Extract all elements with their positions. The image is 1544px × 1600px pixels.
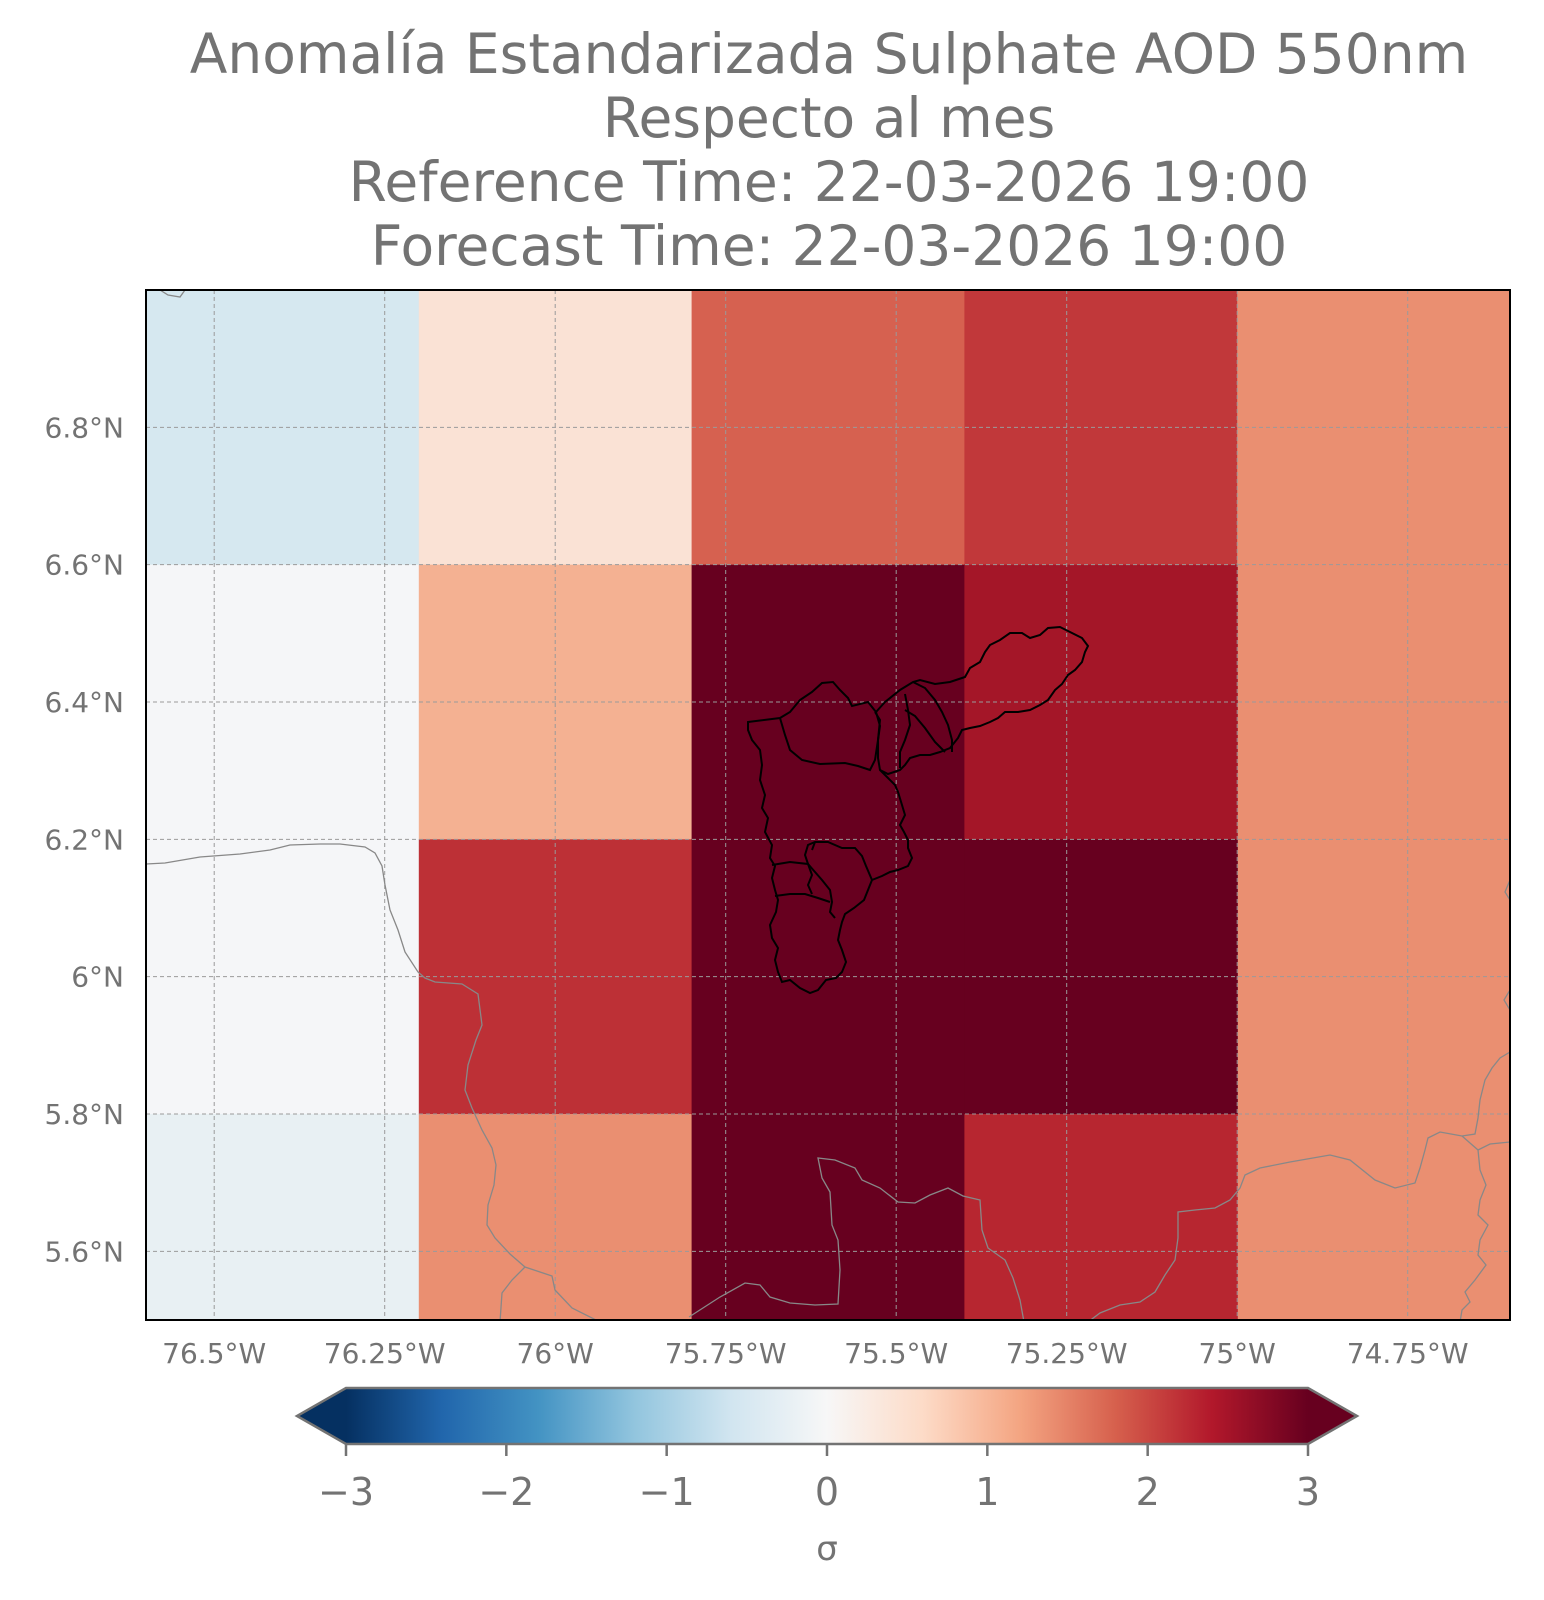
longitude-tick-labels: 76.5°W 76.25°W 76°W 75.75°W 75.5°W 75.25°W 75°…: [162, 1337, 1468, 1370]
lon-tick-label: 75°W: [1199, 1337, 1276, 1370]
coastline-borders: [146, 290, 1510, 1320]
colorbar-gradient: [346, 1388, 1308, 1444]
lon-tick-label: 75.5°W: [844, 1337, 948, 1370]
colorbar-ticks: −3 −2 −1 0 1 2 3: [318, 1444, 1320, 1514]
title-line-forecast-time: Forecast Time: 22-03-2026 19:00: [370, 214, 1288, 278]
lon-tick-label: 76°W: [517, 1337, 594, 1370]
lon-tick-label: 74.75°W: [1347, 1337, 1469, 1370]
colorbar-tick-label: 3: [1296, 1470, 1320, 1514]
title-line-reference-time: Reference Time: 22-03-2026 19:00: [348, 150, 1310, 214]
anomaly-cell-r3-c3: [964, 1114, 1238, 1320]
lat-tick-label: 6.6°N: [45, 549, 124, 582]
map-frame: [145, 289, 1511, 1321]
colorbar-extend-high: [1308, 1388, 1357, 1444]
colorbar-tick-label: −3: [318, 1470, 374, 1514]
title-line-variable: Anomalía Estandarizada Sulphate AOD 550n…: [189, 22, 1469, 86]
lat-tick-label: 6°N: [71, 961, 124, 994]
title-line-reference: Respecto al mes: [602, 86, 1056, 150]
colorbar-extend-low: [297, 1388, 346, 1444]
lat-tick-label: 6.4°N: [45, 686, 124, 719]
anomaly-grid: [146, 290, 1510, 1320]
lat-tick-label: 6.8°N: [45, 411, 124, 444]
colorbar: −3 −2 −1 0 1 2 3 σ: [294, 1386, 1360, 1569]
latitude-tick-labels: 5.6°N 5.8°N 6°N 6.2°N 6.4°N 6.6°N 6.8°N: [45, 411, 124, 1268]
colorbar-tick-label: −1: [639, 1470, 695, 1514]
colorbar-tick-label: −2: [478, 1470, 534, 1514]
colorbar-tick-label: 2: [1136, 1470, 1160, 1514]
lon-tick-label: 75.25°W: [1006, 1337, 1128, 1370]
lat-tick-label: 5.8°N: [45, 1098, 124, 1131]
colorbar-tick-label: 1: [975, 1470, 999, 1514]
lon-tick-label: 75.75°W: [665, 1337, 787, 1370]
colorbar-label: σ: [816, 1529, 838, 1569]
lon-tick-label: 76.5°W: [162, 1337, 266, 1370]
map-gridlines: [146, 290, 1510, 1320]
lat-tick-label: 5.6°N: [45, 1235, 124, 1268]
map-title: Anomalía Estandarizada Sulphate AOD 550n…: [147, 22, 1511, 278]
lon-tick-label: 76.25°W: [324, 1337, 446, 1370]
anomaly-cell-r0-c4: [1237, 290, 1510, 1320]
lat-tick-label: 6.2°N: [45, 823, 124, 856]
anomaly-cell-r3-c0: [146, 1114, 420, 1320]
admin-borders: [747, 625, 1090, 995]
anomaly-cell-r3-c2: [691, 1114, 965, 1320]
colorbar-tick-label: 0: [815, 1470, 839, 1514]
